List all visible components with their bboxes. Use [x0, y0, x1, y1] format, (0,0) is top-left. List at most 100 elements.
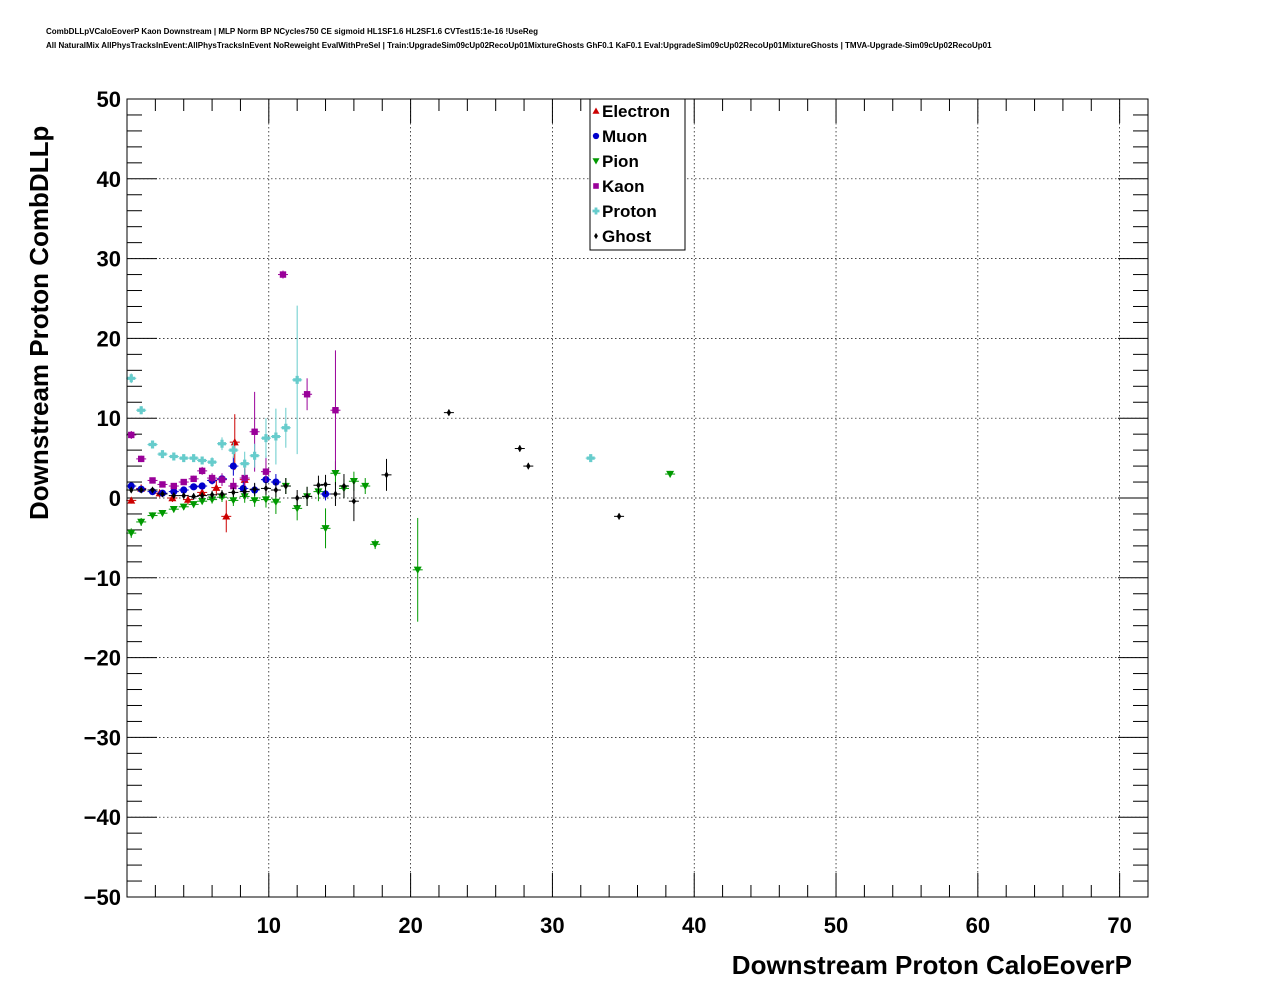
kaon-point — [302, 378, 313, 411]
kaon-point — [178, 478, 189, 486]
legend-box — [589, 98, 686, 251]
ghost-point — [280, 478, 291, 495]
ghost-point — [217, 490, 228, 498]
ghost-point — [168, 492, 179, 500]
ghost-point — [126, 486, 137, 494]
axis-ticks — [127, 98, 1148, 898]
proton-point — [280, 407, 291, 448]
kaon-point — [217, 473, 228, 487]
ghost-point — [523, 462, 534, 470]
proton-point — [207, 457, 218, 467]
muon-point — [228, 456, 239, 476]
pion-point — [320, 508, 331, 549]
legend-label-proton: Proton — [602, 202, 657, 221]
kaon-point — [157, 481, 168, 488]
grid-lines — [127, 99, 1148, 897]
legend-marker-proton — [592, 207, 600, 215]
x-tick-label: 20 — [398, 913, 422, 938]
y-axis-title: Downstream Proton CombDLLp — [24, 126, 54, 520]
proton-point — [178, 454, 189, 463]
pion-point — [168, 505, 179, 514]
ghost-point — [270, 482, 281, 498]
kaon-point — [126, 430, 137, 439]
legend-label-ghost: Ghost — [602, 227, 651, 246]
proton-point — [157, 450, 168, 459]
pion-point — [249, 494, 260, 507]
ghost-point — [443, 409, 454, 417]
y-tick-label: −10 — [84, 566, 121, 591]
proton-point — [228, 442, 239, 459]
kaon-point — [330, 350, 341, 471]
pion-point — [178, 503, 189, 511]
muon-point — [188, 483, 199, 491]
proton-point — [292, 305, 303, 455]
electron-point — [221, 500, 232, 533]
electron-point — [229, 414, 240, 471]
legend-entry-ghost: Ghost — [594, 227, 651, 246]
ghost-point — [136, 486, 147, 494]
ghost-point — [313, 475, 324, 495]
electron-point — [182, 494, 193, 505]
kaon-point — [136, 455, 147, 463]
y-tick-label: 20 — [97, 326, 121, 351]
proton-point — [239, 451, 250, 476]
x-tick-label: 70 — [1107, 913, 1131, 938]
pion-point — [147, 512, 158, 520]
series-pion — [126, 461, 676, 622]
ghost-point — [197, 492, 208, 500]
pion-point — [136, 517, 147, 526]
legend-entry-proton: Proton — [592, 202, 657, 221]
y-tick-label: 50 — [97, 87, 121, 112]
proton-point — [249, 443, 260, 468]
legend-marker-ghost — [594, 232, 598, 240]
ghost-point — [147, 486, 158, 494]
proton-point — [585, 454, 596, 463]
legend-entry-electron: Electron — [592, 102, 670, 121]
y-tick-label: 40 — [97, 167, 121, 192]
y-tick-label: −40 — [84, 805, 121, 830]
x-tick-label: 60 — [966, 913, 990, 938]
series-kaon — [126, 270, 341, 495]
ghost-point — [320, 474, 331, 495]
electron-point — [211, 479, 222, 496]
pion-point — [126, 528, 137, 538]
x-tick-label: 30 — [540, 913, 564, 938]
ghost-point — [157, 490, 168, 498]
x-tick-label: 50 — [824, 913, 848, 938]
proton-point — [147, 440, 158, 449]
legend-label-electron: Electron — [602, 102, 670, 121]
proton-point — [126, 373, 137, 384]
electron-point — [126, 496, 137, 504]
legend-marker-kaon — [593, 183, 599, 189]
kaon-point — [197, 466, 208, 475]
ghost-point — [207, 490, 218, 499]
kaon-point — [188, 475, 199, 483]
legend-marker-electron — [592, 107, 600, 114]
ghost-point — [188, 492, 199, 501]
ghost-point — [292, 490, 303, 506]
legend-entry-pion: Pion — [592, 152, 639, 171]
ghost-point — [239, 486, 250, 498]
kaon-point — [147, 477, 158, 484]
pion-point — [157, 509, 168, 518]
tick-labels: 10 20 30 40 50 60 70 −50 −40 −30 −20 −10 0 10 20 30 40 50 — [84, 87, 1132, 938]
x-tick-label: 40 — [682, 913, 706, 938]
legend-marker-pion — [592, 158, 600, 165]
legend-entry-kaon: Kaon — [593, 177, 645, 196]
ghost-point — [348, 481, 359, 522]
ghost-point — [381, 458, 392, 491]
series-proton — [126, 305, 596, 476]
kaon-point — [168, 482, 179, 490]
ghost-point — [228, 487, 239, 498]
ghost-point — [302, 486, 313, 506]
proton-point — [260, 418, 271, 459]
y-tick-label: −30 — [84, 725, 121, 750]
data-marks — [126, 270, 676, 622]
legend-label-muon: Muon — [602, 127, 647, 146]
x-axis-title: Downstream Proton CaloEoverP — [732, 950, 1132, 980]
muon-point — [197, 482, 208, 490]
kaon-point — [277, 270, 288, 279]
series-muon — [126, 456, 331, 501]
y-tick-label: 10 — [97, 406, 121, 431]
